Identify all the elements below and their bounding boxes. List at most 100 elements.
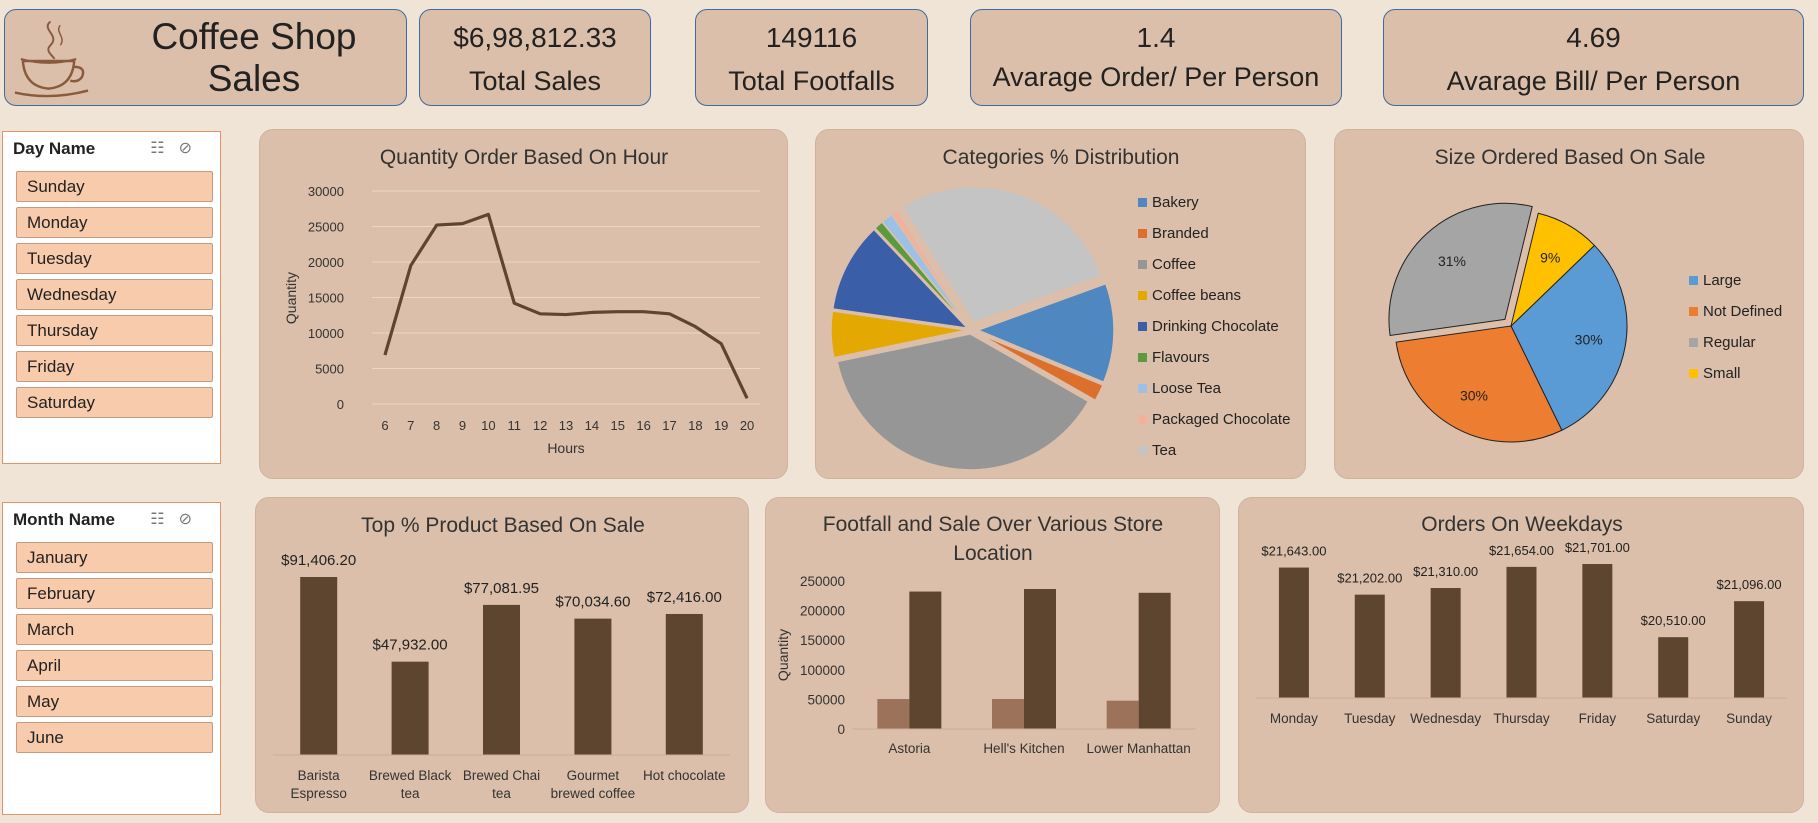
- slicer-title: Month Name: [13, 510, 115, 529]
- day-name-slicer: Day Name ☷⊘ Sunday Monday Tuesday Wednes…: [2, 131, 221, 464]
- legend-entry: Coffee: [1152, 256, 1196, 273]
- panel-hour-chart: Quantity Order Based On Hour 0 5000 10000 15…: [259, 129, 788, 479]
- y-tick-label: 250000: [800, 574, 845, 589]
- bar-friday: [1582, 564, 1613, 698]
- slicer-item-march[interactable]: March: [16, 614, 213, 645]
- bar-barista-espresso: [300, 577, 338, 755]
- panel-size-chart: Size Ordered Based On Sale 30% 30% 31% 9% Lar…: [1334, 129, 1804, 479]
- y-axis-title: Quantity: [283, 272, 299, 324]
- categories-pie-chart: Categories % Distribution Bakery Branded Co…: [830, 146, 1290, 471]
- kpi-value: 149116: [765, 22, 858, 53]
- data-label: 30%: [1460, 388, 1488, 404]
- y-tick-label: 100000: [800, 663, 845, 678]
- legend-entry: Branded: [1152, 225, 1209, 242]
- slicer-item-friday[interactable]: Friday: [16, 351, 213, 382]
- x-tick-label: Brewed Black tea: [369, 768, 452, 801]
- pie-slice-drinking-chocolate: [831, 228, 970, 330]
- y-tick-label: 15000: [308, 291, 344, 306]
- y-axis-title: Quantity: [775, 629, 791, 681]
- y-tick-label: 200000: [800, 604, 845, 619]
- slicer-item-wednesday[interactable]: Wednesday: [16, 279, 213, 310]
- x-tick-label: 16: [636, 418, 650, 433]
- pie-slice-coffee-beans: [830, 310, 968, 359]
- kpi-label: Avarage Bill/ Per Person: [1446, 66, 1741, 96]
- slicer-item-may[interactable]: May: [16, 686, 213, 717]
- x-axis-title: Hours: [547, 440, 584, 456]
- bar-thursday: [1506, 566, 1537, 698]
- legend-entry: Flavours: [1152, 349, 1210, 366]
- slicer-item-tuesday[interactable]: Tuesday: [16, 243, 213, 274]
- x-tick-label: Thursday: [1493, 711, 1550, 726]
- chart-title: Quantity Order Based On Hour: [380, 146, 668, 169]
- bar-sunday: [1734, 601, 1765, 698]
- y-tick-label: 25000: [308, 220, 344, 235]
- x-tick-label: Friday: [1579, 711, 1617, 726]
- legend-swatch: [1689, 307, 1698, 316]
- bar-hot-chocolate: [665, 613, 703, 755]
- bar-gourmet-brewed-coffee: [574, 618, 612, 755]
- coffee-cup-icon: [14, 20, 89, 97]
- slicer-item-february[interactable]: February: [16, 578, 213, 609]
- x-tick-label: Tuesday: [1344, 711, 1396, 726]
- slicer-item-june[interactable]: June: [16, 722, 213, 753]
- data-label: $47,932.00: [373, 637, 448, 654]
- pie-slice-regular: [1388, 202, 1533, 337]
- panel-stores-chart: Footfall and Sale Over Various Store Loca…: [765, 497, 1220, 813]
- bar-saturday: [1658, 637, 1689, 698]
- legend-swatch: [1138, 260, 1147, 269]
- slicer-item-sunday[interactable]: Sunday: [16, 171, 213, 202]
- kpi-label: Total Sales: [468, 66, 602, 96]
- title-card: Coffee Shop Sales: [4, 9, 407, 106]
- slicer-item-thursday[interactable]: Thursday: [16, 315, 213, 346]
- legend-entry: Bakery: [1152, 194, 1199, 211]
- hour-line-chart: Quantity Order Based On Hour 0 5000 10000 15…: [283, 146, 760, 456]
- x-tick-label: Lower Manhattan: [1087, 741, 1191, 756]
- x-tick-label: 17: [662, 418, 676, 433]
- legend-swatch: [1138, 353, 1147, 362]
- y-tick-label: 0: [837, 722, 845, 737]
- x-tick-label: 19: [714, 418, 728, 433]
- x-tick-label: Hot chocolate: [643, 768, 726, 783]
- size-pie-chart: Size Ordered Based On Sale 30% 30% 31% 9% Lar…: [1388, 146, 1782, 443]
- data-label: $21,310.00: [1413, 564, 1478, 579]
- data-label: $20,510.00: [1641, 613, 1706, 628]
- pie-slice-tea: [901, 185, 1103, 324]
- legend-swatch: [1138, 415, 1147, 424]
- bar-brewed-chai-tea: [483, 604, 520, 755]
- kpi-label: Avarage Order/ Per Person: [992, 62, 1320, 92]
- x-tick-label: Brewed Chai tea: [463, 768, 540, 801]
- data-label: $21,643.00: [1261, 544, 1326, 559]
- x-tick-label: 9: [459, 418, 466, 433]
- x-tick-label: Monday: [1270, 711, 1318, 726]
- dashboard-title: Coffee Shop Sales: [151, 15, 357, 99]
- slicer-item-monday[interactable]: Monday: [16, 207, 213, 238]
- legend-entry: Not Defined: [1703, 303, 1782, 320]
- legend-swatch: [1138, 384, 1147, 393]
- legend-swatch: [1138, 229, 1147, 238]
- slicer-item-january[interactable]: January: [16, 542, 213, 573]
- stores-bar-chart: Footfall and Sale Over Various Store Loca…: [775, 513, 1196, 756]
- data-label: $21,202.00: [1337, 571, 1402, 586]
- slicer-item-april[interactable]: April: [16, 650, 213, 681]
- legend-swatch: [1138, 446, 1147, 455]
- legend-swatch: [1689, 369, 1698, 378]
- clear-filter-icon[interactable]: ⊘: [178, 511, 206, 528]
- multi-select-icon[interactable]: ☷: [150, 140, 179, 157]
- bar-tuesday: [1354, 594, 1385, 698]
- multi-select-icon[interactable]: ☷: [150, 511, 179, 528]
- bar-footfall-hell-s-kitchen: [992, 698, 1024, 729]
- kpi-value: 1.4: [1136, 22, 1176, 53]
- slicer-item-saturday[interactable]: Saturday: [16, 387, 213, 418]
- legend-swatch: [1689, 338, 1698, 347]
- clear-filter-icon[interactable]: ⊘: [178, 140, 206, 157]
- legend-swatch: [1138, 198, 1147, 207]
- x-tick-label: Hell's Kitchen: [983, 741, 1064, 756]
- data-label: 9%: [1540, 250, 1560, 266]
- pie-slice-bakery: [975, 282, 1115, 384]
- month-name-slicer: Month Name ☷⊘ January February March Apr…: [2, 502, 221, 815]
- chart-title: Footfall and Sale Over Various Store Loca…: [823, 513, 1163, 565]
- kpi-label: Total Footfalls: [728, 66, 895, 96]
- x-tick-label: Wednesday: [1410, 711, 1481, 726]
- legend-entry: Packaged Chocolate: [1152, 411, 1290, 428]
- bar-sale-hell-s-kitchen: [1024, 588, 1056, 729]
